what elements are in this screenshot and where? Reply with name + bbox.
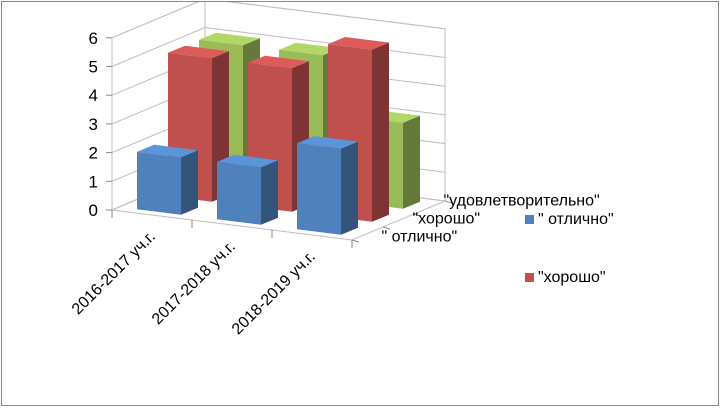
- depth-tick: [382, 226, 391, 230]
- bar-front: [217, 161, 261, 225]
- depth-tick: [351, 239, 360, 243]
- bar-front: [137, 151, 181, 215]
- depth-label: "хорошо": [413, 211, 481, 228]
- bar-0-2: [297, 136, 358, 235]
- depth-label: "удовлетворительно": [444, 193, 600, 210]
- legend-label: "хорошо": [538, 269, 606, 286]
- bar-top: [168, 45, 229, 59]
- bar-0-0: [137, 144, 198, 215]
- y-tick-label: 1: [89, 172, 98, 191]
- legend-label: " отлично": [538, 211, 614, 228]
- legend-swatch: [525, 273, 534, 282]
- y-tick-label: 0: [89, 201, 98, 220]
- y-tick-label: 5: [89, 58, 98, 77]
- bar-side: [181, 150, 198, 215]
- bar-side: [403, 115, 420, 209]
- bar-top: [137, 144, 198, 158]
- bar-top: [217, 154, 278, 168]
- bar-side: [372, 42, 389, 222]
- bar-chart-3d: 0 1 2 3 4 5 6 2016-2017 уч.г.2017-2018 уч.г.20…: [69, 0, 614, 338]
- depth-tick: [444, 200, 453, 204]
- bar-top: [199, 32, 260, 46]
- depth-label: " отлично": [382, 229, 458, 246]
- y-tick-label: 2: [89, 144, 98, 163]
- legend-swatch: [525, 215, 534, 224]
- gridline: [111, 0, 446, 39]
- y-tick-label: 3: [89, 115, 98, 134]
- bar-side: [261, 160, 278, 225]
- bar-top: [248, 55, 309, 69]
- bar-front: [297, 143, 341, 235]
- y-tick-label: 6: [89, 29, 98, 48]
- category-label: 2017-2018 уч.г.: [149, 238, 239, 328]
- category-label: 2018-2019 уч.г.: [229, 248, 319, 338]
- bar-top: [279, 42, 340, 56]
- bar-top: [328, 37, 389, 50]
- bar-top: [297, 136, 358, 149]
- depth-tick: [413, 213, 422, 217]
- y-tick-label: 4: [89, 86, 98, 105]
- bar-0-1: [217, 154, 278, 225]
- category-label: 2016-2017 уч.г.: [69, 228, 159, 318]
- bar-side: [341, 141, 358, 235]
